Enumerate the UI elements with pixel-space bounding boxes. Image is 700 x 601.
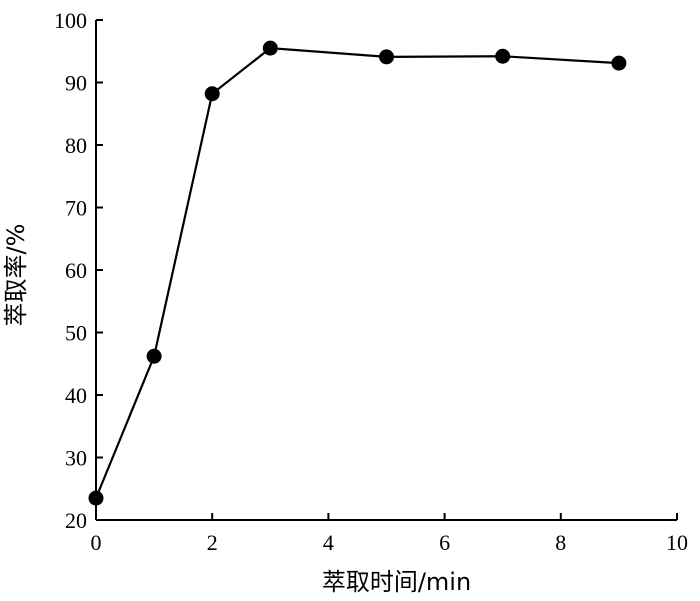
data-point xyxy=(88,490,104,506)
data-point xyxy=(262,40,278,56)
y-tick-label: 70 xyxy=(65,196,87,221)
series-layer xyxy=(88,40,627,506)
data-point xyxy=(495,48,511,64)
x-tick-label: 10 xyxy=(666,530,688,555)
y-tick-label: 60 xyxy=(65,258,87,283)
axes xyxy=(95,20,677,521)
x-tick-label: 8 xyxy=(555,530,566,555)
x-tick-label: 0 xyxy=(91,530,102,555)
x-tick-label: 6 xyxy=(439,530,450,555)
y-tick-label: 100 xyxy=(54,8,87,33)
y-tick-label: 40 xyxy=(65,383,87,408)
x-ticks: 0 2 4 6 8 10 xyxy=(91,513,688,555)
data-point xyxy=(611,55,627,71)
y-tick-label: 80 xyxy=(65,133,87,158)
data-point xyxy=(146,348,162,364)
y-tick-label: 90 xyxy=(65,71,87,96)
series-line xyxy=(94,46,619,499)
y-tick-label: 50 xyxy=(65,321,87,346)
data-point xyxy=(204,86,220,102)
y-ticks: 20 30 40 50 60 70 80 90 100 xyxy=(54,8,103,533)
x-axis-title: 萃取时间/min xyxy=(322,568,471,596)
x-tick-label: 4 xyxy=(323,530,334,555)
x-tick-label: 2 xyxy=(207,530,218,555)
y-axis-title: 萃取率/% xyxy=(2,224,30,327)
y-tick-label: 30 xyxy=(65,446,87,471)
data-point xyxy=(379,49,394,65)
y-tick-label: 20 xyxy=(65,508,87,533)
